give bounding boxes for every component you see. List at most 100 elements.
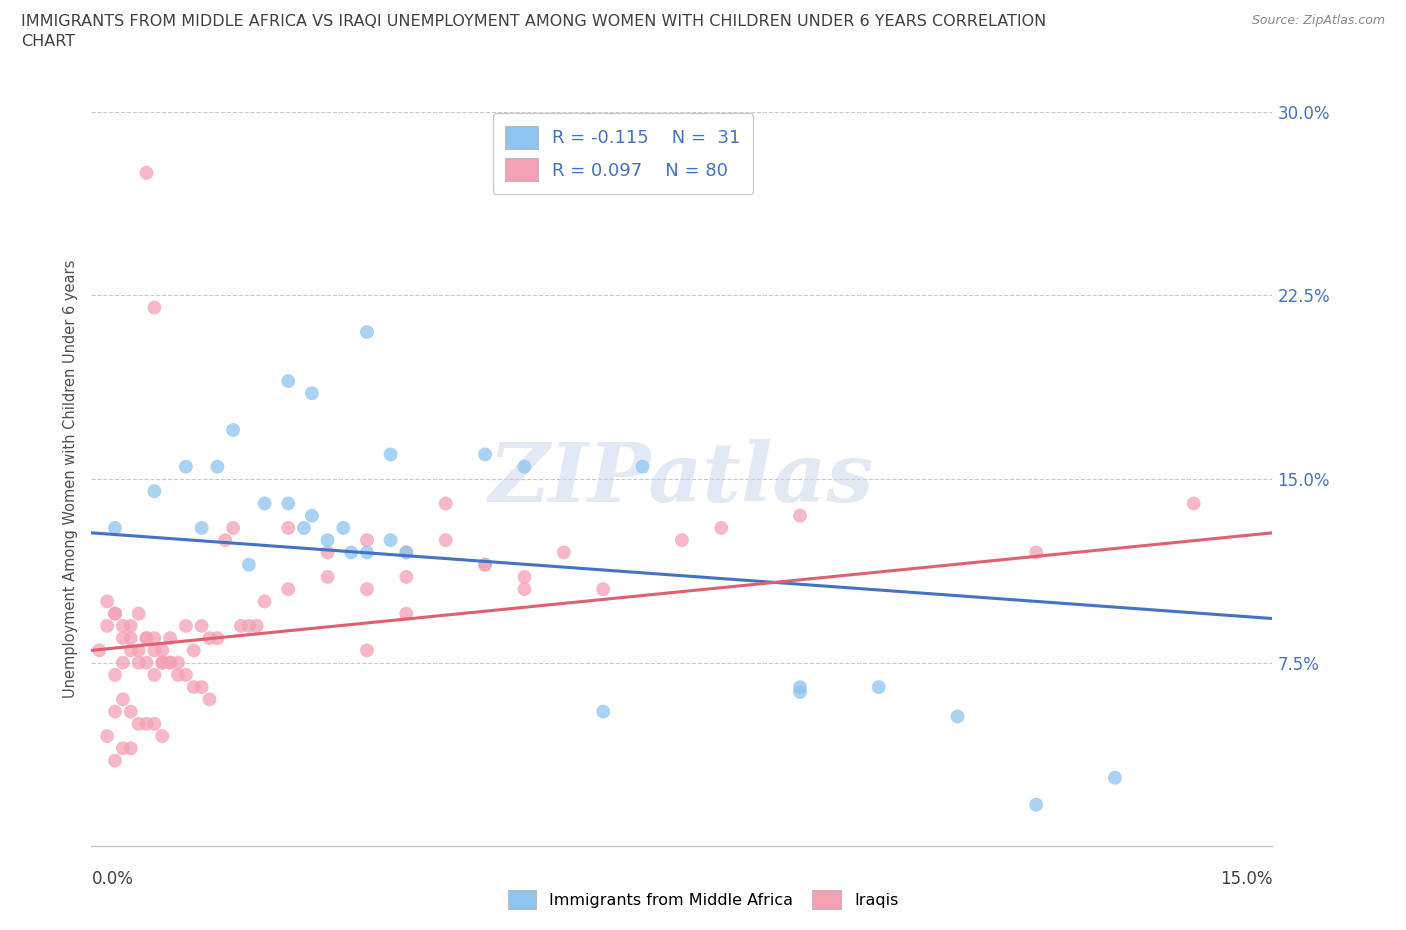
Point <box>789 684 811 699</box>
Point <box>104 753 127 768</box>
Point <box>143 300 166 315</box>
Point <box>190 521 212 536</box>
Point <box>316 533 339 548</box>
Point <box>143 484 166 498</box>
Point <box>135 656 157 671</box>
Point <box>128 716 150 731</box>
Point <box>789 680 811 695</box>
Point <box>229 618 252 633</box>
Point <box>135 631 157 645</box>
Point <box>128 656 150 671</box>
Point <box>190 680 212 695</box>
Point <box>143 631 166 645</box>
Point <box>395 606 418 621</box>
Point <box>474 557 496 572</box>
Point <box>174 618 197 633</box>
Point <box>143 716 166 731</box>
Point <box>592 704 614 719</box>
Point <box>474 447 496 462</box>
Point <box>277 521 299 536</box>
Point <box>332 521 354 536</box>
Point <box>246 618 269 633</box>
Point <box>356 545 378 560</box>
Point <box>207 631 229 645</box>
Text: 15.0%: 15.0% <box>1220 870 1272 887</box>
Point <box>120 741 142 756</box>
Point <box>128 606 150 621</box>
Point <box>553 545 575 560</box>
Point <box>183 643 205 658</box>
Point <box>380 447 402 462</box>
Point <box>789 508 811 523</box>
Point <box>238 618 260 633</box>
Point <box>183 680 205 695</box>
Legend: Immigrants from Middle Africa, Iraqis: Immigrants from Middle Africa, Iraqis <box>499 882 907 917</box>
Point <box>190 618 212 633</box>
Text: ZIPatlas: ZIPatlas <box>489 439 875 519</box>
Point <box>111 631 134 645</box>
Point <box>946 709 969 724</box>
Point <box>104 668 127 683</box>
Point <box>592 582 614 597</box>
Point <box>111 692 134 707</box>
Point <box>710 521 733 536</box>
Text: 0.0%: 0.0% <box>91 870 134 887</box>
Point <box>1104 770 1126 785</box>
Point <box>434 533 457 548</box>
Point <box>111 656 134 671</box>
Point <box>356 582 378 597</box>
Point <box>150 656 173 671</box>
Point <box>167 668 190 683</box>
Point <box>120 618 142 633</box>
Point <box>316 569 339 584</box>
Point <box>513 459 536 474</box>
Point <box>96 729 118 744</box>
Point <box>434 496 457 511</box>
Point <box>198 692 221 707</box>
Point <box>96 594 118 609</box>
Point <box>1025 797 1047 812</box>
Point <box>198 631 221 645</box>
Point <box>104 606 127 621</box>
Point <box>174 459 197 474</box>
Point <box>214 533 236 548</box>
Point <box>292 521 315 536</box>
Legend: R = -0.115    N =  31, R = 0.097    N = 80: R = -0.115 N = 31, R = 0.097 N = 80 <box>492 113 754 194</box>
Point <box>128 643 150 658</box>
Point <box>380 533 402 548</box>
Point <box>159 656 181 671</box>
Point <box>277 374 299 389</box>
Point <box>167 656 190 671</box>
Point <box>111 741 134 756</box>
Point <box>1025 545 1047 560</box>
Point <box>395 545 418 560</box>
Point <box>222 521 245 536</box>
Point <box>253 496 276 511</box>
Point <box>340 545 363 560</box>
Point <box>238 557 260 572</box>
Point <box>253 594 276 609</box>
Point <box>120 704 142 719</box>
Point <box>159 631 181 645</box>
Text: Source: ZipAtlas.com: Source: ZipAtlas.com <box>1251 14 1385 27</box>
Point <box>395 569 418 584</box>
Text: IMMIGRANTS FROM MIDDLE AFRICA VS IRAQI UNEMPLOYMENT AMONG WOMEN WITH CHILDREN UN: IMMIGRANTS FROM MIDDLE AFRICA VS IRAQI U… <box>21 14 1046 48</box>
Point <box>120 643 142 658</box>
Point <box>356 643 378 658</box>
Point <box>277 582 299 597</box>
Point <box>135 631 157 645</box>
Point <box>89 643 111 658</box>
Point <box>207 459 229 474</box>
Point <box>150 656 173 671</box>
Point <box>104 521 127 536</box>
Point <box>143 668 166 683</box>
Point <box>277 496 299 511</box>
Point <box>135 166 157 180</box>
Point <box>222 422 245 437</box>
Point <box>120 631 142 645</box>
Point <box>150 729 173 744</box>
Point <box>135 716 157 731</box>
Point <box>513 582 536 597</box>
Point <box>96 618 118 633</box>
Point <box>104 606 127 621</box>
